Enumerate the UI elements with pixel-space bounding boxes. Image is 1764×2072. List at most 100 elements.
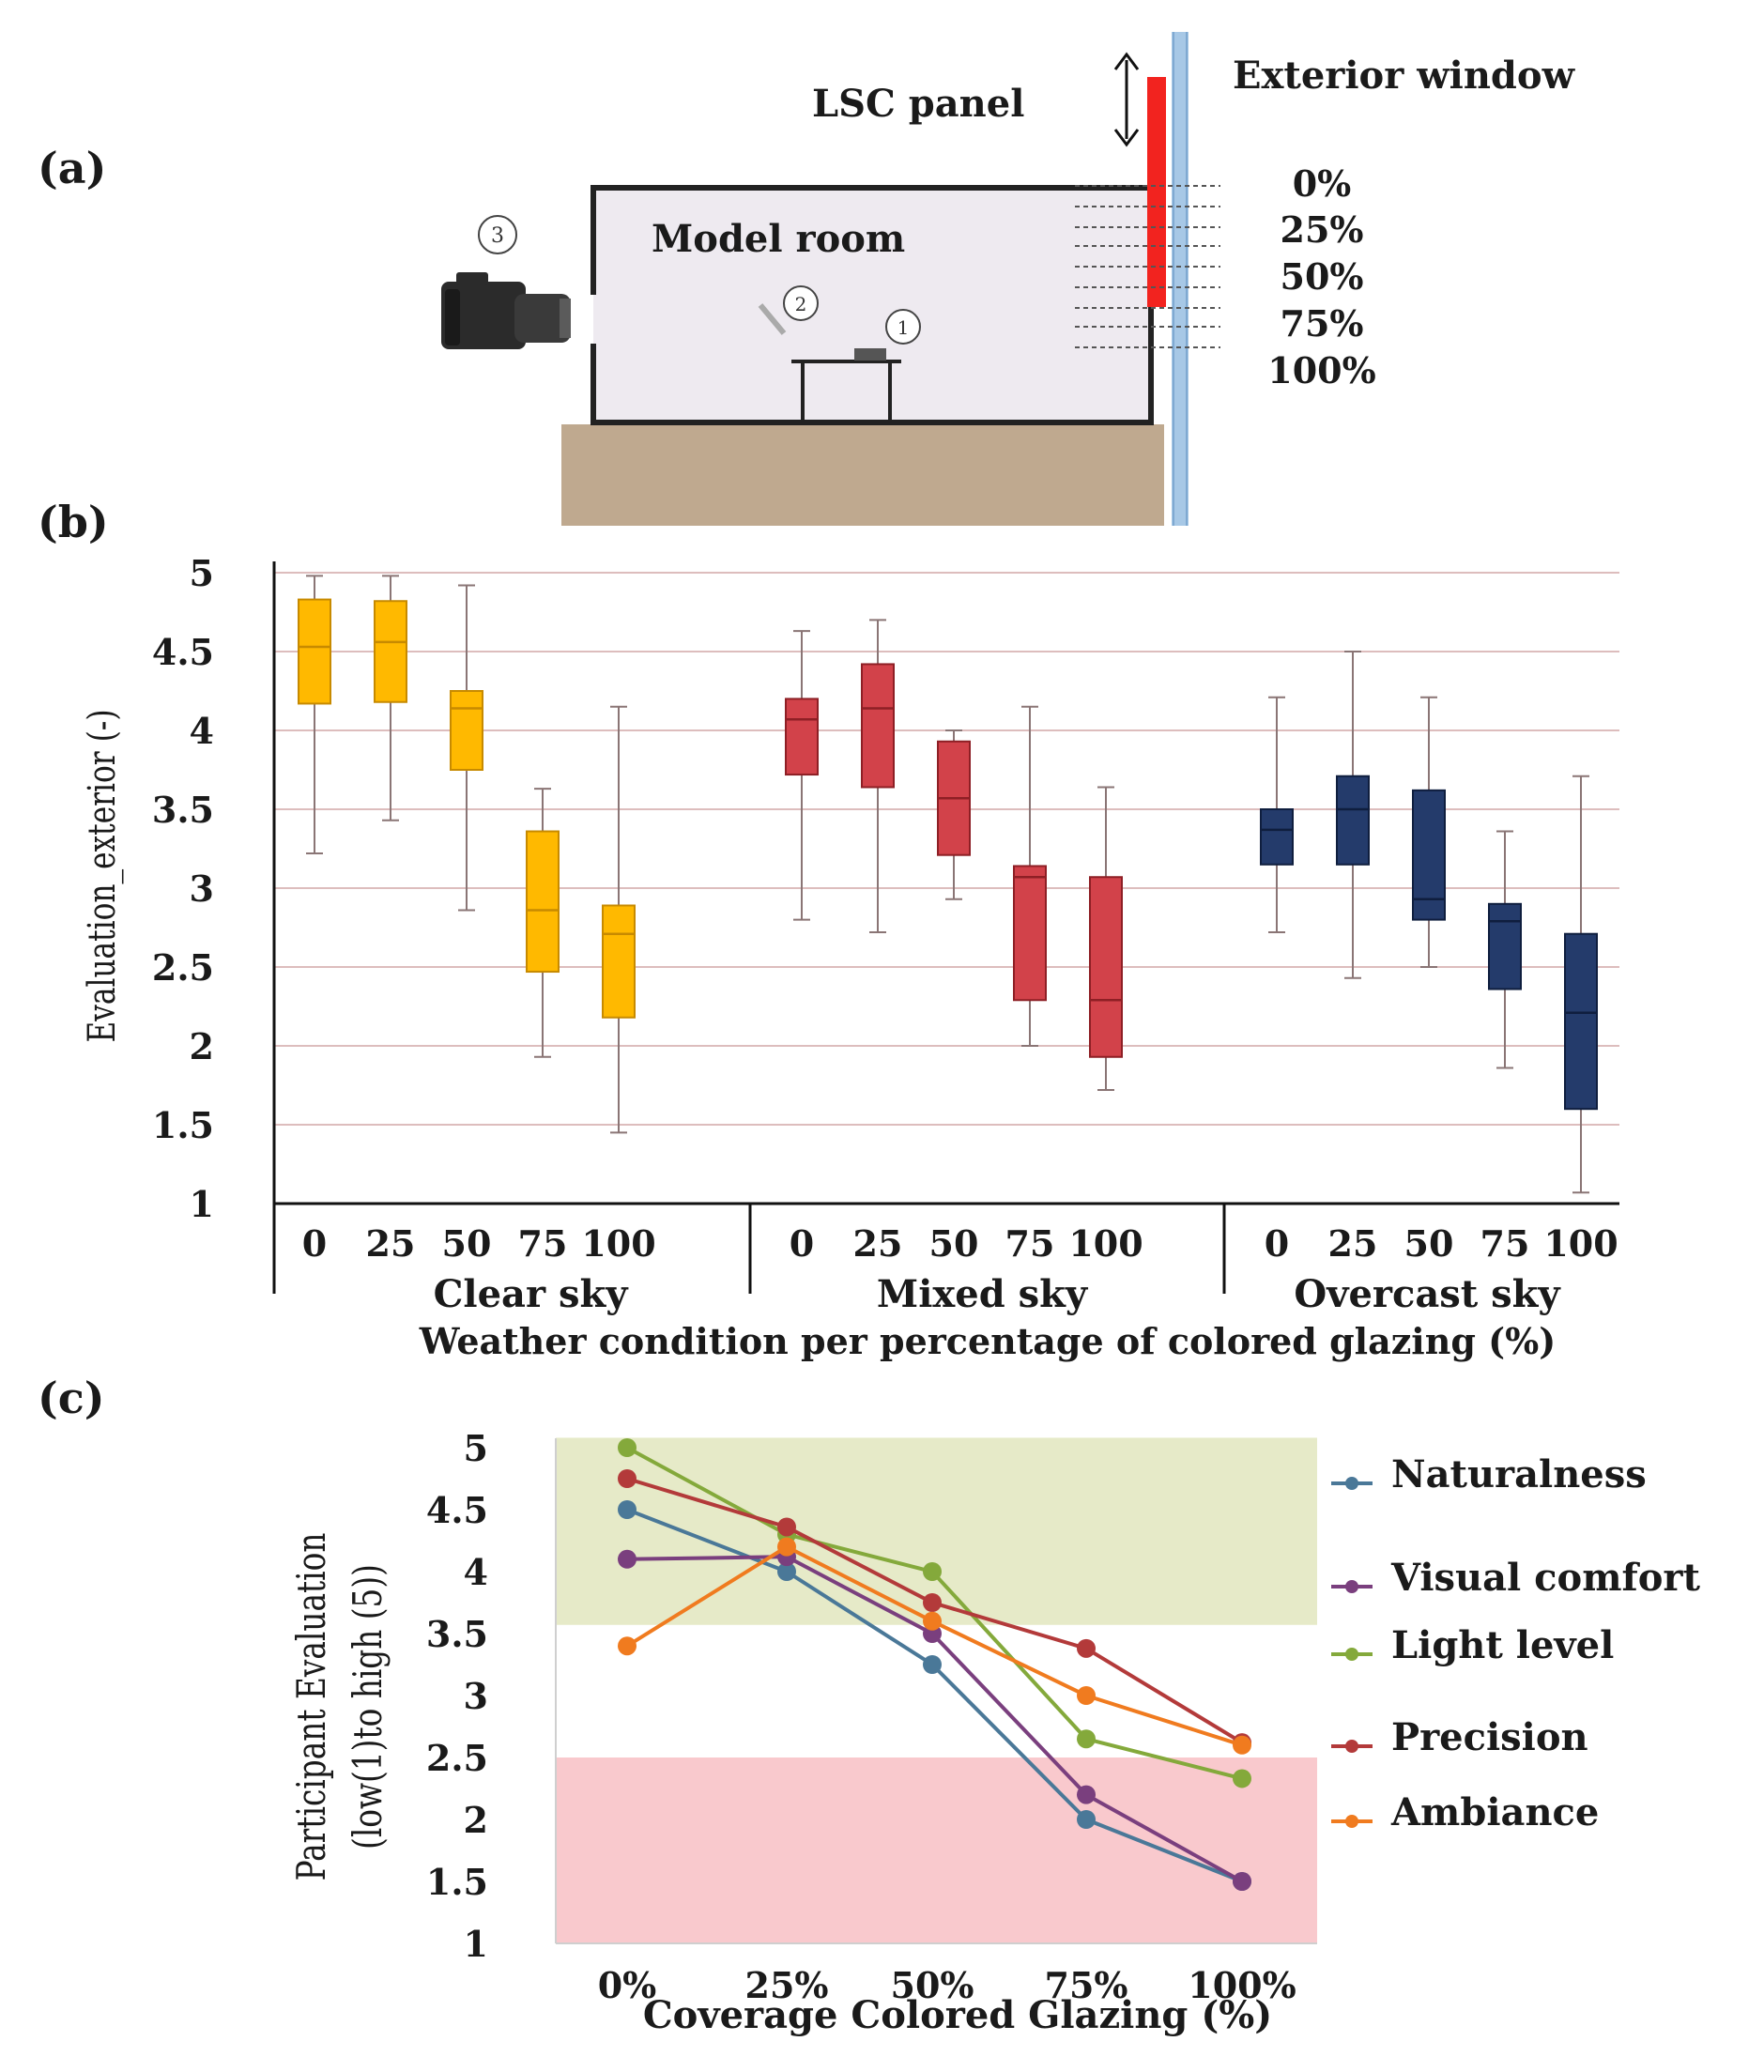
b-x-tick-label: 75 bbox=[1480, 1222, 1530, 1265]
b-x-tick-label: 50 bbox=[442, 1222, 492, 1265]
panel-b-axes bbox=[272, 561, 1619, 1294]
panel-c: (c) 1 1.5 2 2.5 3 3.5 4 4.5 5 0% 25% 50% 75% 100% Na… bbox=[38, 1373, 1700, 2037]
panel-c-axes bbox=[555, 1438, 1317, 1944]
b-y-tick-label: 2.5 bbox=[152, 946, 214, 989]
panel-c-x-ticks: 0% 25% 50% 75% 100% bbox=[598, 1964, 1296, 2006]
panel-c-series bbox=[618, 1438, 1251, 1891]
panel-a: (a) bbox=[38, 32, 1576, 526]
c-x-tick-label: 25% bbox=[745, 1964, 829, 2006]
b-x-tick-label: 75 bbox=[518, 1222, 568, 1265]
c-y-tick-label: 1 bbox=[464, 1923, 488, 1965]
panel-c-bands bbox=[556, 1437, 1317, 1943]
c-x-tick-label: 50% bbox=[891, 1964, 974, 2006]
coverage-dashed-lines bbox=[1075, 185, 1220, 348]
c-band-bad bbox=[556, 1757, 1317, 1943]
c-series-point bbox=[777, 1537, 796, 1557]
b-box bbox=[785, 698, 819, 776]
b-box bbox=[526, 830, 560, 974]
marker-1: 1 bbox=[885, 309, 921, 345]
b-x-tick-label: 25 bbox=[853, 1222, 903, 1265]
marker-2: 2 bbox=[783, 285, 819, 321]
c-series-point bbox=[1077, 1638, 1096, 1658]
b-box bbox=[861, 663, 895, 789]
b-x-tick-label: 0 bbox=[1265, 1222, 1289, 1265]
b-y-tick-label: 1.5 bbox=[152, 1104, 214, 1146]
b-x-tick-label: 50 bbox=[1404, 1222, 1454, 1265]
b-box bbox=[374, 600, 407, 703]
c-y-tick-label: 1.5 bbox=[426, 1861, 488, 1903]
c-series-point bbox=[923, 1593, 942, 1612]
c-y-tick-label: 4 bbox=[464, 1551, 488, 1593]
c-series-point bbox=[1233, 1735, 1251, 1755]
c-series-point bbox=[923, 1562, 942, 1581]
panel-c-legend: Naturalness Visual comfort Light level Prec… bbox=[1331, 1452, 1700, 1834]
c-y-tick-label: 2.5 bbox=[426, 1737, 488, 1779]
b-box bbox=[1260, 808, 1294, 866]
panel-b-group-labels: Clear sky Mixed sky Overcast sky bbox=[434, 1272, 1562, 1316]
c-legend-swatch-dot bbox=[1345, 1740, 1358, 1753]
svg-text:1: 1 bbox=[897, 316, 910, 339]
b-x-tick-label: 0 bbox=[790, 1222, 814, 1265]
c-series-point bbox=[1077, 1785, 1096, 1804]
b-y-tick-label: 2 bbox=[190, 1025, 214, 1067]
c-series-point bbox=[1077, 1686, 1096, 1705]
lsc-panel bbox=[1147, 77, 1166, 307]
c-legend-swatch-dot bbox=[1345, 1477, 1358, 1490]
c-series-point bbox=[618, 1636, 637, 1656]
lsc-panel-label: LSC panel bbox=[812, 82, 1024, 126]
c-y-tick-label: 4.5 bbox=[426, 1489, 488, 1531]
c-x-tick-label: 100% bbox=[1188, 1964, 1296, 2006]
c-series-point bbox=[618, 1438, 637, 1457]
room-interior bbox=[593, 188, 1151, 422]
b-group-label: Mixed sky bbox=[877, 1272, 1089, 1316]
panel-c-y-ticks: 1 1.5 2 2.5 3 3.5 4 4.5 5 bbox=[426, 1427, 488, 1965]
b-box bbox=[1336, 775, 1370, 866]
b-x-tick-label: 0 bbox=[302, 1222, 327, 1265]
c-series-point bbox=[618, 1500, 637, 1519]
c-legend-label: Precision bbox=[1391, 1715, 1588, 1759]
camera-icon bbox=[441, 272, 571, 349]
b-y-tick-label: 4 bbox=[190, 710, 214, 752]
panel-b: (b) 1 1.5 2 2.5 3 3.5 4 4.5 5 0 25 50 75 100 0 25 50 75 1… bbox=[38, 497, 1619, 1362]
c-series-point bbox=[1077, 1729, 1096, 1749]
b-box bbox=[602, 904, 636, 1019]
panel-c-y-axis-title-2: (low(1)to high (5)) bbox=[345, 1564, 391, 1849]
panel-b-x-axis-title: Weather condition per percentage of colo… bbox=[419, 1320, 1556, 1362]
b-x-tick-label: 75 bbox=[1005, 1222, 1055, 1265]
c-y-tick-label: 2 bbox=[464, 1799, 488, 1841]
exterior-window-label: Exterior window bbox=[1233, 54, 1576, 98]
c-legend-swatch-dot bbox=[1345, 1648, 1358, 1661]
b-group-label: Clear sky bbox=[434, 1272, 630, 1316]
panel-b-label: (b) bbox=[38, 497, 109, 547]
c-legend-swatch-dot bbox=[1345, 1815, 1358, 1828]
b-x-tick-label: 25 bbox=[1328, 1222, 1378, 1265]
c-series-point bbox=[777, 1562, 796, 1581]
b-x-tick-label: 100 bbox=[1068, 1222, 1143, 1265]
b-x-tick-label: 100 bbox=[1543, 1222, 1618, 1265]
b-x-tick-label: 25 bbox=[366, 1222, 416, 1265]
b-box bbox=[1089, 876, 1123, 1058]
c-legend-label: Light level bbox=[1391, 1623, 1614, 1667]
c-series-point bbox=[618, 1469, 637, 1488]
marker-3: 3 bbox=[478, 215, 517, 254]
b-y-tick-label: 3.5 bbox=[152, 789, 214, 831]
c-y-tick-label: 3.5 bbox=[426, 1613, 488, 1655]
sensor-1 bbox=[854, 348, 886, 361]
b-box bbox=[298, 598, 331, 705]
c-series-point bbox=[1233, 1872, 1251, 1891]
panel-b-x-ticks: 0 25 50 75 100 0 25 50 75 100 0 25 50 75 100 bbox=[302, 1222, 1618, 1265]
b-y-tick-label: 1 bbox=[190, 1183, 214, 1225]
panel-b-y-axis-title: Evaluation_exterior (-) bbox=[81, 709, 124, 1042]
exterior-window bbox=[1172, 32, 1189, 526]
pct-label-0: 0% bbox=[1293, 162, 1352, 205]
pct-label-25: 25% bbox=[1281, 208, 1364, 251]
c-legend-label: Visual comfort bbox=[1390, 1556, 1700, 1600]
b-box bbox=[1564, 932, 1598, 1111]
c-legend-swatch-dot bbox=[1345, 1580, 1358, 1593]
sensor-2 bbox=[758, 303, 787, 335]
panel-c-label: (c) bbox=[38, 1373, 105, 1423]
b-x-tick-label: 100 bbox=[581, 1222, 655, 1265]
panel-b-y-ticks: 1 1.5 2 2.5 3 3.5 4 4.5 5 bbox=[152, 552, 214, 1225]
model-room-label: Model room bbox=[652, 217, 905, 261]
c-series-point bbox=[777, 1517, 796, 1537]
